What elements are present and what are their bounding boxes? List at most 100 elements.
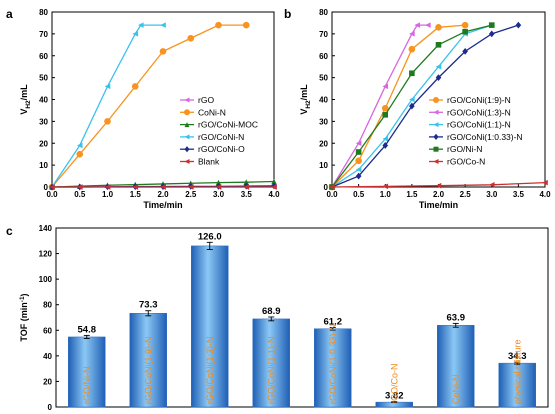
panel-a-series-coni-n-point xyxy=(242,21,250,29)
panel-b-series-rgo-coni-1-9-n-point xyxy=(381,104,389,112)
panel-c-bar-physical-mixture-category-label: physical mixture xyxy=(512,339,522,404)
panel-a-x-axis-label: Time/min xyxy=(143,200,182,210)
panel-label-c: c xyxy=(6,224,13,238)
panel-b-series-rgo-coni-1-0-33-n-point xyxy=(515,21,522,29)
panel-b-y-axis-label: VH2/mL xyxy=(299,84,312,115)
panel-a-x-tick-label: 1.0 xyxy=(102,190,114,199)
panel-a-series-blank-point xyxy=(215,184,222,190)
panel-a-series-rgo-coni-n-point xyxy=(76,142,83,149)
panel-a-series-blank-point xyxy=(104,184,111,190)
panel-b-legend-rgo-coni-1-3-n-label: rGO/CoNi(1:3)-N xyxy=(447,107,511,117)
panel-a-y-tick-label: 30 xyxy=(39,117,48,126)
panel-a-series-blank-point xyxy=(187,184,194,190)
panel-a-x-tick-label: 1.5 xyxy=(130,190,142,199)
panel-b-series-rgo-ni-n-point xyxy=(435,42,442,48)
panel-a-legend-rgo-coni-o-marker xyxy=(184,146,190,153)
panel-a-series-rgo-coni-moc-point xyxy=(271,178,277,185)
panel-a-legend-blank-label: Blank xyxy=(198,157,220,167)
panel-c-y-tick-label: 140 xyxy=(39,224,53,233)
panel-b-x-tick-label: 0.0 xyxy=(326,190,338,199)
panel-c-bar-rgo-co-n-category-label: rGO/Co-N xyxy=(389,364,399,405)
panel-b-legend-rgo-coni-1-9-n-label: rGO/CoNi(1:9)-N xyxy=(447,95,511,105)
panel-a-x-tick-label: 2.0 xyxy=(157,190,169,199)
panel-b-series-rgo-coni-1-1-n-point xyxy=(409,96,415,103)
panel-a-series-coni-n-point xyxy=(159,48,167,55)
panel-c-bar-rgo-coni-1-1-n-category-label: rGO/CoNi(1:1)-N xyxy=(266,336,276,404)
panel-b-series-rgo-co-n-point xyxy=(382,183,389,190)
panel-b-y-tick-label: 40 xyxy=(319,96,328,105)
panel-b-series-rgo-coni-1-3-n-point xyxy=(414,22,420,28)
panel-b-series-rgo-coni-1-1-n-point xyxy=(435,63,442,70)
panel-a-series-rgo-coni-n-point xyxy=(132,31,139,37)
panel-c-y-tick-label: 20 xyxy=(43,377,52,386)
panel-a-series-rgo-coni-n-line xyxy=(51,24,163,188)
panel-a-legend-rgo-coni-n-marker xyxy=(184,134,190,140)
panel-a-series-rgo-coni-n-point xyxy=(104,83,111,90)
panel-b-x-tick-label: 1.0 xyxy=(380,190,392,199)
panel-c-bar-rgo-ni-n-value-label: 54.8 xyxy=(78,324,97,335)
panel-c-bar-rgo-coni-1-9-n xyxy=(129,313,167,408)
panel-c-bar-rgo-co-n-value-label: 3.82 xyxy=(385,391,404,402)
panel-b-y-tick-label: 0 xyxy=(324,183,329,192)
panel-a-series-blank-point xyxy=(271,184,277,190)
panel-b-y-tick-label: 30 xyxy=(319,117,328,126)
panel-b-series-rgo-coni-1-0-33-n-point xyxy=(409,102,415,110)
panel-a-y-tick-label: 60 xyxy=(39,52,48,61)
panel-c-bar-rgo-coni-1-0-33-n xyxy=(314,328,352,408)
panel-label-a: a xyxy=(6,7,13,21)
panel-b-legend-rgo-coni-1-0-33-n-label: rGO/CoNi(1:0.33)-N xyxy=(447,132,523,142)
panel-a-legend-rgo-marker xyxy=(184,97,190,103)
panel-label-b: b xyxy=(284,7,291,21)
panel-b-y-tick-label: 10 xyxy=(319,161,328,170)
panel-c-y-tick-label: 100 xyxy=(39,275,53,284)
panel-b-y-tick-label: 80 xyxy=(319,8,328,17)
panel-b-series-rgo-coni-1-0-33-n-line xyxy=(331,24,519,188)
panel-b-y-tick-label: 50 xyxy=(319,74,328,83)
panel-b-y-tick-label: 20 xyxy=(319,139,328,148)
panel-b-legend-rgo-coni-1-1-n-label: rGO/CoNi(1:1)-N xyxy=(447,120,511,130)
panel-b-legend-rgo-coni-1-9-n-marker xyxy=(433,97,439,103)
panel-c-bar-rgo-coni-1-9-n-category-label: rGO/CoNi(1:9)-N xyxy=(143,336,153,404)
panel-b-legend-rgo-co-n-marker xyxy=(433,159,439,164)
panel-a-y-tick-label: 70 xyxy=(39,30,48,39)
panel-b-legend-rgo-co-n-label: rGO/Co-N xyxy=(447,157,485,167)
panel-a-series-blank-point xyxy=(132,184,139,190)
panel-a-frame xyxy=(51,11,275,188)
panel-b-legend-rgo-coni-1-3-n-marker xyxy=(433,109,439,115)
panel-a-series-rgo-coni-n-point xyxy=(138,22,144,28)
panel-b-series-rgo-coni-1-0-33-n-point xyxy=(435,74,442,82)
panel-b-y-tick-label: 60 xyxy=(319,52,328,61)
panel-b-x-tick-label: 3.0 xyxy=(486,190,498,199)
panel-a-legend-blank-marker xyxy=(184,159,190,164)
panel-b-x-tick-label: 0.5 xyxy=(353,190,365,199)
panel-a-series-blank-point xyxy=(76,184,83,190)
panel-a-series-rgo-coni-moc-point xyxy=(215,179,222,186)
panel-c-y-tick-label: 120 xyxy=(39,250,53,259)
panel-b-legend-rgo-ni-n-label: rGO/Ni-N xyxy=(447,144,482,154)
panel-a-series-coni-n-point xyxy=(131,83,139,90)
panel-c-bar-rgo-ni-n-category-label: rGO/Ni-N xyxy=(82,367,92,405)
panel-b-series-rgo-coni-1-3-n-point xyxy=(425,22,431,28)
panel-a-series-blank-point xyxy=(160,184,166,190)
panel-a-series-rgo-coni-moc-point xyxy=(243,179,250,185)
panel-c-y-axis-label: TOF (min-1) xyxy=(19,293,29,341)
panel-a-series-coni-n-point xyxy=(187,34,195,42)
panel-b-series-rgo-co-n-point xyxy=(542,179,548,186)
panel-b-series-rgo-coni-1-9-n-line xyxy=(331,24,466,188)
panel-a-legend-rgo-coni-moc-marker xyxy=(184,122,190,128)
panel-c-bar-rgo-coni-1-3-n-category-label: rGO/CoNi(1:3)-N xyxy=(205,336,215,404)
panel-b-series-rgo-coni-1-9-n-point xyxy=(408,45,416,53)
panel-a-legend-coni-n-marker xyxy=(184,109,190,116)
panel-a-x-tick-label: 4.0 xyxy=(268,190,280,199)
panel-c-bar-physical-mixture xyxy=(498,362,536,408)
panel-c-y-tick-label: 40 xyxy=(43,352,52,361)
panel-b-x-tick-label: 2.5 xyxy=(460,190,472,199)
panel-c-chart: 0 20 40 60 80 100 120 140 TOF (min-1) 54.8 rGO/Ni-… xyxy=(19,224,549,412)
panel-b-x-axis-label: Time/min xyxy=(419,200,458,210)
panel-a-x-tick-label: 0.0 xyxy=(46,190,58,199)
panel-b-series-rgo-co-n-point xyxy=(488,182,495,188)
panel-c-bar-rgo-coni-1-3-n xyxy=(191,245,229,408)
panel-c-y-tick-label: 60 xyxy=(43,326,52,335)
panel-b-series-rgo-coni-1-1-n-point xyxy=(355,166,362,173)
